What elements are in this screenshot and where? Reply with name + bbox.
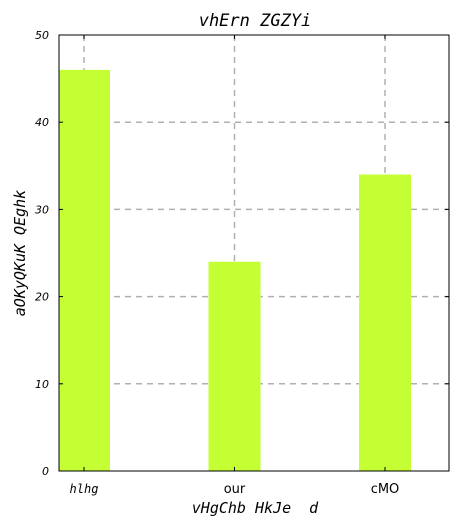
chart-title: vhErn ZGZYi bbox=[199, 11, 312, 31]
bar-hlhg bbox=[59, 69, 110, 471]
y-tick-label: 50 bbox=[35, 29, 49, 42]
x-tick-label: hlhg bbox=[70, 482, 99, 496]
bars bbox=[59, 69, 411, 471]
y-tick-label: 30 bbox=[35, 203, 49, 216]
y-axis-label: aOKyQKuK QEghk bbox=[11, 190, 29, 316]
axis-ticks: 0 10 20 30 40 50 hlhg our cMO bbox=[35, 29, 449, 497]
plot-frame bbox=[58, 34, 450, 472]
bar-cMO bbox=[359, 174, 411, 471]
y-tick-label: 10 bbox=[35, 378, 49, 391]
y-tick-label: 20 bbox=[35, 291, 49, 304]
x-tick-label: our bbox=[224, 482, 246, 497]
y-tick-label: 40 bbox=[35, 116, 49, 129]
x-axis-label: vHgChb HkJe d bbox=[192, 499, 319, 517]
x-tick-label: cMO bbox=[371, 482, 400, 497]
y-tick-label: 0 bbox=[42, 465, 49, 478]
bar-our bbox=[208, 261, 261, 471]
